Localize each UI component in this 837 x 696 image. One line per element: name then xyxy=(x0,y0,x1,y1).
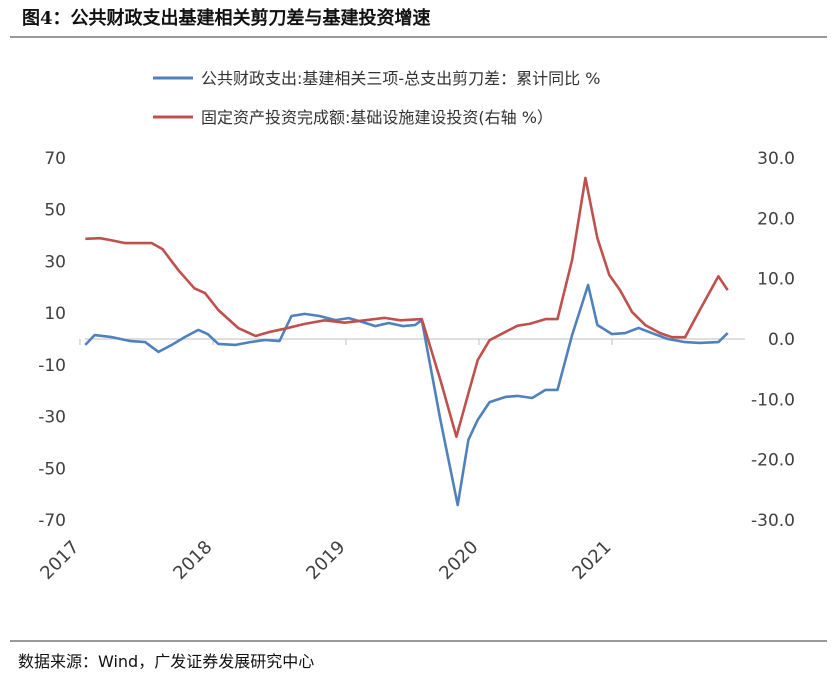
x-tick-label: 2017 xyxy=(36,537,83,584)
y2-tick-label: -30.0 xyxy=(751,511,795,531)
y2-tick-label: -20.0 xyxy=(751,451,795,471)
y-tick-label: 30 xyxy=(44,252,66,272)
x-tick-label: 2018 xyxy=(169,537,216,584)
y-tick-label: 10 xyxy=(44,304,66,324)
y-tick-label: -50 xyxy=(38,459,66,479)
y-tick-label: 50 xyxy=(44,201,66,221)
x-tick-label: 2019 xyxy=(302,537,349,584)
legend-label: 公共财政支出:基建相关三项-总支出剪刀差：累计同比 % xyxy=(201,69,600,88)
y-tick-label: -10 xyxy=(38,356,66,376)
series-line xyxy=(84,283,729,507)
y2-tick-label: 30.0 xyxy=(757,149,795,169)
y2-tick-label: 10.0 xyxy=(757,270,795,290)
y2-tick-label: -10.0 xyxy=(751,390,795,410)
y-tick-label: -70 xyxy=(38,511,66,531)
series-line xyxy=(85,176,729,438)
y-tick-label: -30 xyxy=(38,408,66,428)
chart-title: 图4：公共财政支出基建相关剪刀差与基建投资增速 xyxy=(22,7,431,29)
source: 数据来源：Wind，广发证券发展研究中心 xyxy=(18,652,314,671)
x-tick-label: 2020 xyxy=(435,537,482,584)
y2-tick-label: 0.0 xyxy=(768,330,795,350)
y2-tick-label: 20.0 xyxy=(757,209,795,229)
x-tick-label: 2021 xyxy=(568,537,615,584)
y-tick-label: 70 xyxy=(44,149,66,169)
legend-label: 固定资产投资完成额:基础设施建设投资(右轴 %） xyxy=(201,108,553,127)
